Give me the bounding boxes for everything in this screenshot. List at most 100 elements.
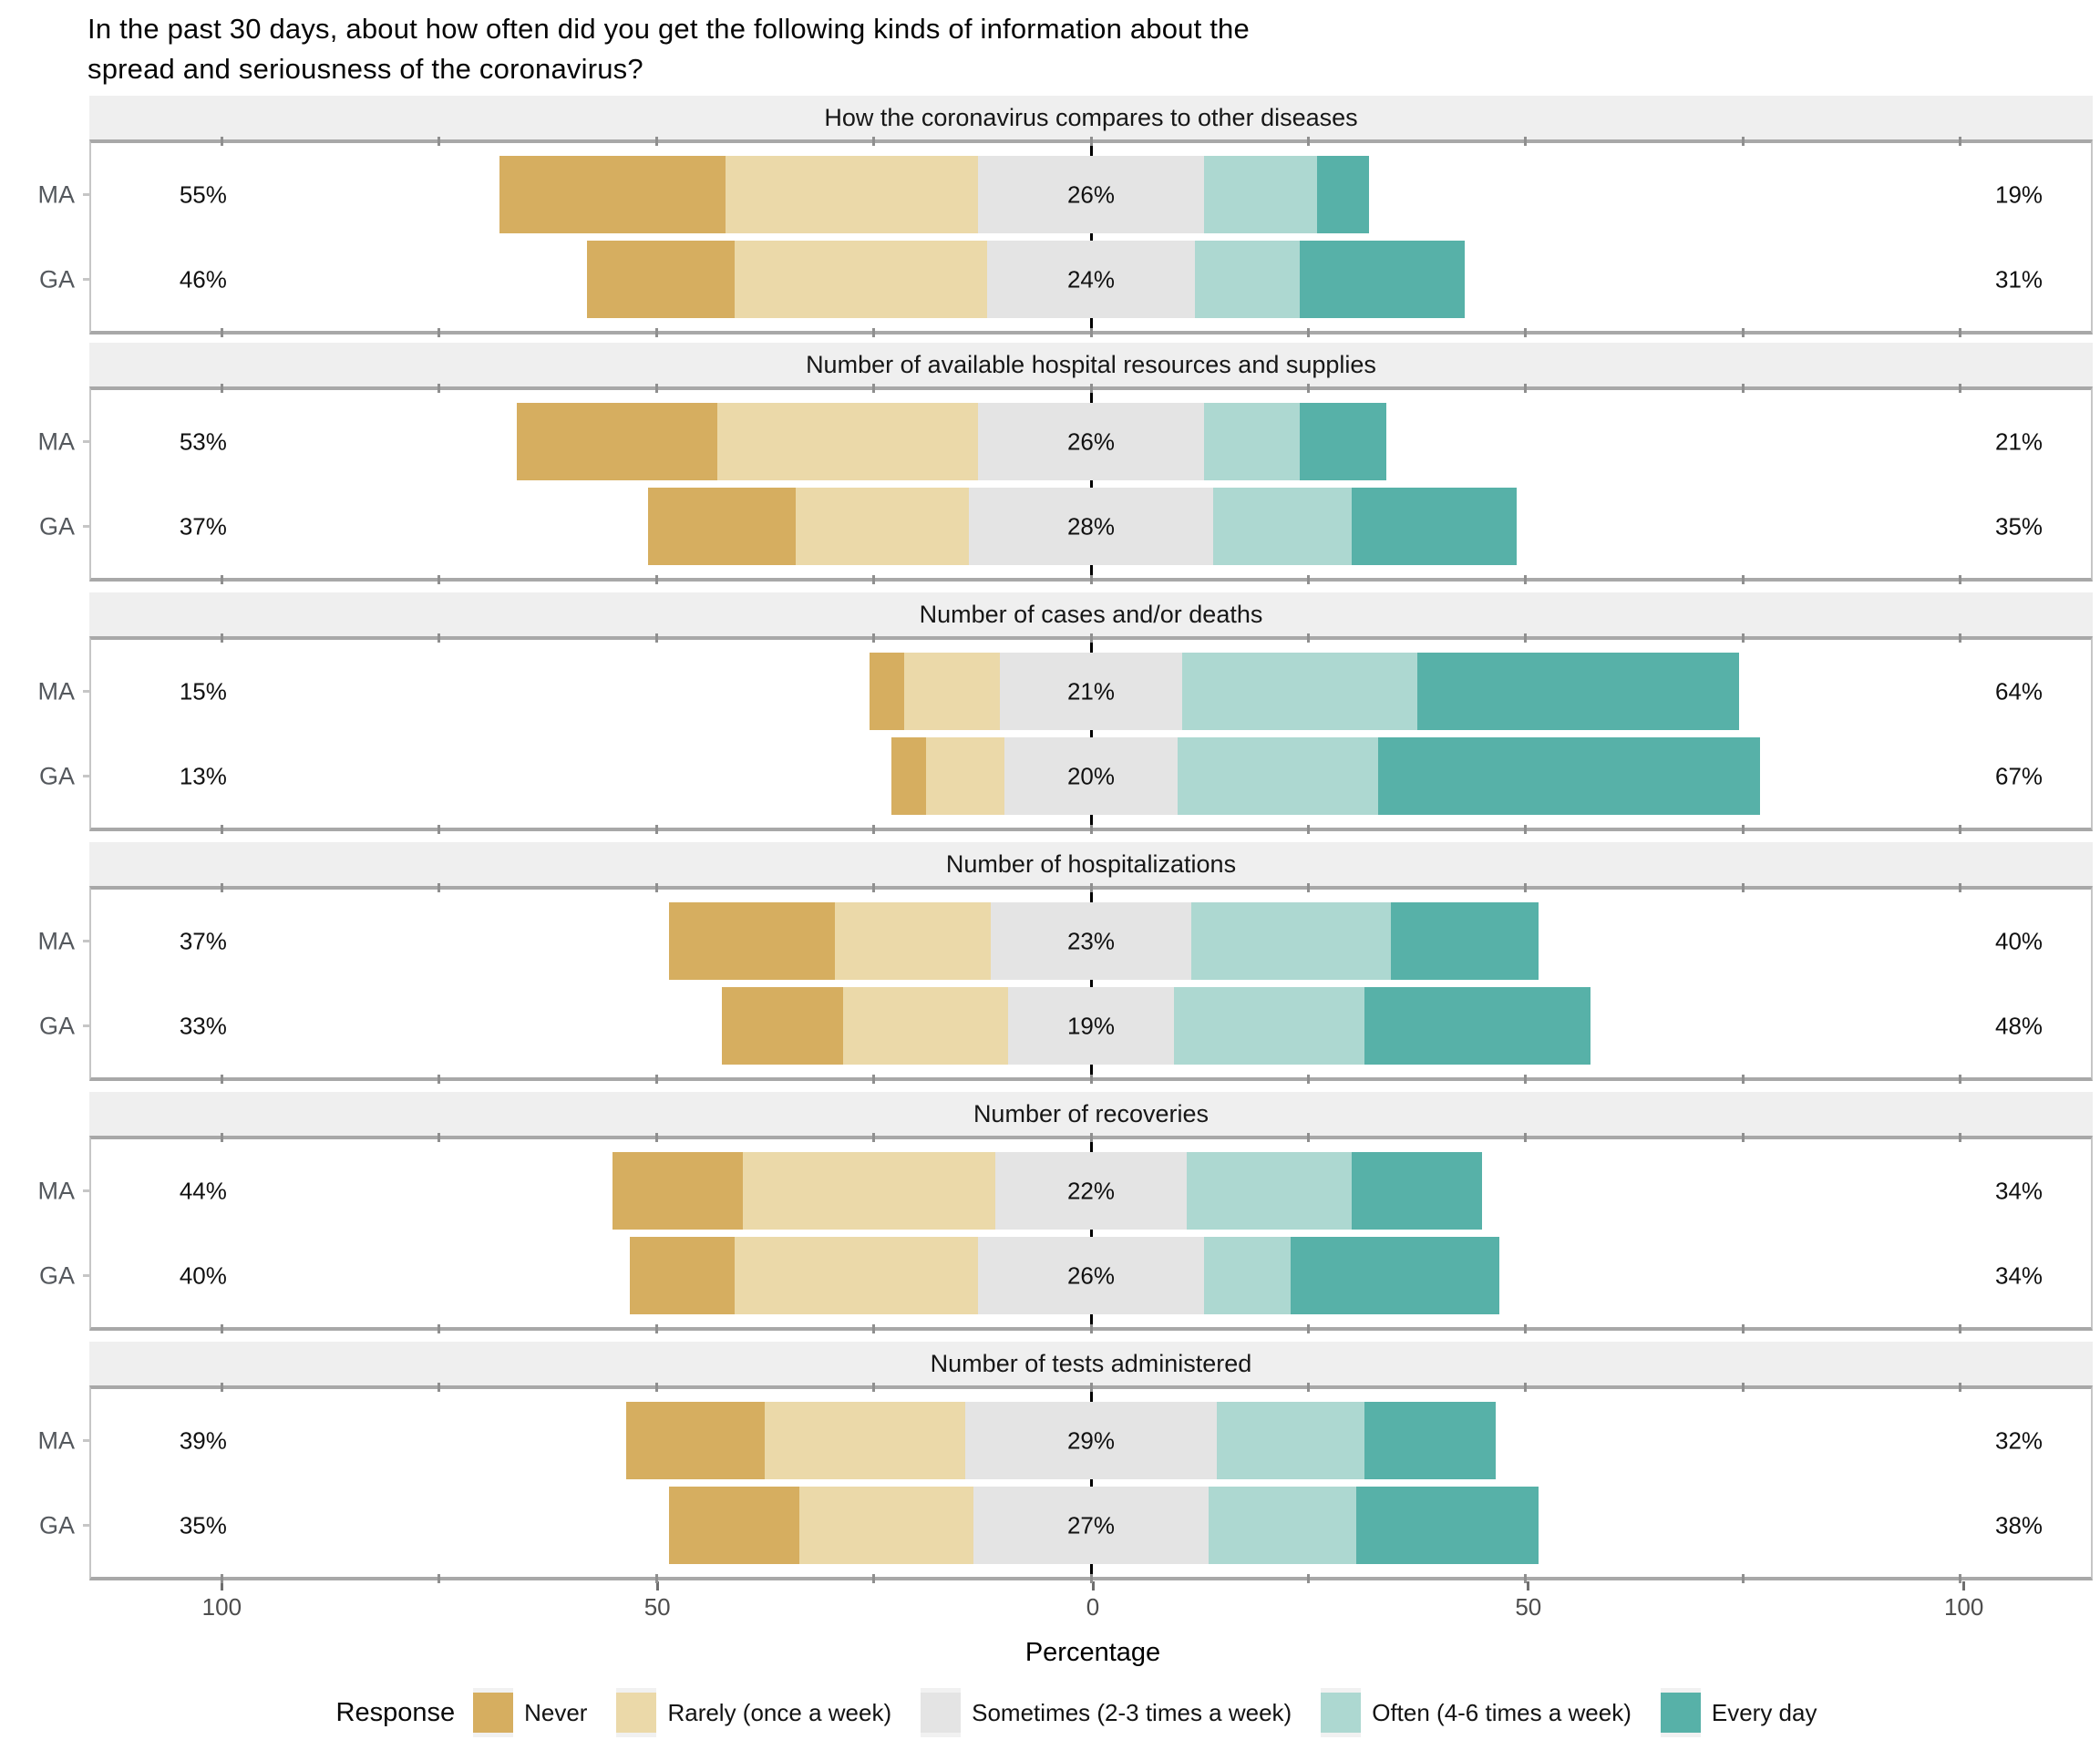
right-total-label: 21% <box>1994 427 2043 455</box>
panel-border-tick <box>220 575 223 584</box>
panel-border-tick <box>1741 575 1745 584</box>
sometimes-label: 23% <box>1066 927 1116 954</box>
panel-border-tick <box>220 384 223 393</box>
right-total-label: 19% <box>1994 180 2043 208</box>
panel-border-tick <box>1959 1324 1962 1333</box>
panel-border-tick <box>1959 1133 1962 1142</box>
panel-border-tick <box>220 137 223 146</box>
panel-border-tick <box>654 1574 658 1583</box>
panel-border-tick <box>1741 633 1745 643</box>
bar-segment-never <box>625 1402 766 1479</box>
bar-segment-often <box>1208 1487 1356 1564</box>
panel-border-tick <box>1089 825 1093 834</box>
row-label-ma: MA <box>37 180 76 208</box>
legend-swatch-never <box>473 1693 514 1733</box>
chart-title: In the past 30 days, about how often did… <box>88 9 1250 89</box>
panel-border-tick <box>1741 328 1745 337</box>
bar-segment-often <box>1182 653 1417 730</box>
panel-border-tick <box>1741 384 1745 393</box>
row-label-ma: MA <box>37 677 76 705</box>
facet-title: Number of available hospital resources a… <box>806 350 1376 378</box>
bar-segment-often <box>1203 156 1317 233</box>
facet-title: How the coronavirus compares to other di… <box>824 103 1358 131</box>
panel-border-tick <box>1741 1383 1745 1392</box>
zero-baseline <box>1089 1389 1093 1577</box>
sometimes-label: 27% <box>1066 1511 1116 1539</box>
left-total-label: 40% <box>179 1261 227 1289</box>
x-axis-tick <box>1962 1581 1966 1590</box>
x-axis-tick <box>1091 1581 1095 1590</box>
bar-ga <box>647 488 1518 565</box>
panel-border-tick <box>220 1324 223 1333</box>
bar-segment-rarely <box>799 1487 974 1564</box>
panel-border-tick <box>438 1574 441 1583</box>
sometimes-label: 21% <box>1066 677 1116 705</box>
y-axis-tick <box>83 690 91 693</box>
bar-ga <box>890 737 1761 815</box>
panel-border-tick <box>654 575 658 584</box>
bar-segment-often <box>1195 241 1300 318</box>
y-axis-tick <box>83 940 91 942</box>
panel-border-tick <box>654 1075 658 1084</box>
legend-key <box>1321 1688 1362 1737</box>
left-total-label: 37% <box>179 927 227 954</box>
y-axis-tick <box>83 193 91 196</box>
panel-border-tick <box>1524 633 1528 643</box>
bar-segment-everyday <box>1355 1487 1539 1564</box>
legend-item: Sometimes (2-3 times a week) <box>921 1688 1292 1737</box>
zero-baseline <box>1089 390 1093 578</box>
panel-border-tick <box>872 1075 876 1084</box>
panel-border-tick <box>1959 633 1962 643</box>
panel-border-tick <box>654 384 658 393</box>
facet-panel: How the coronavirus compares to other di… <box>38 96 2093 337</box>
bar-segment-often <box>1203 403 1300 480</box>
y-axis-tick <box>83 525 91 528</box>
panel-border-tick <box>1959 384 1962 393</box>
panel-border-tick <box>1306 825 1310 834</box>
y-axis-tick <box>83 1024 91 1027</box>
panel-border-tick <box>220 633 223 643</box>
sometimes-label: 26% <box>1066 1261 1116 1289</box>
row-label-ga: GA <box>38 1261 75 1289</box>
bar-segment-everyday <box>1299 403 1387 480</box>
x-axis-tick-label: 50 <box>1515 1593 1542 1621</box>
bar-segment-everyday <box>1316 156 1370 233</box>
left-total-label: 55% <box>179 180 227 208</box>
panel-border-tick <box>654 328 658 337</box>
panel-border-tick <box>1306 1574 1310 1583</box>
x-axis-tick-label: 100 <box>201 1593 242 1621</box>
bar-ma <box>625 1402 1496 1479</box>
panel-border-tick <box>1741 1075 1745 1084</box>
left-total-label: 44% <box>179 1177 227 1204</box>
panel-border-tick <box>872 883 876 892</box>
panel-border-tick <box>1959 137 1962 146</box>
bar-segment-everyday <box>1364 1402 1496 1479</box>
y-axis-tick <box>83 278 91 281</box>
panel-border-tick <box>438 633 441 643</box>
bar-segment-everyday <box>1352 488 1518 565</box>
panel-border-tick <box>220 825 223 834</box>
panel-border-tick <box>220 328 223 337</box>
bar-ma <box>869 653 1739 730</box>
left-total-label: 46% <box>179 265 227 293</box>
bar-segment-sometimes <box>969 488 1213 565</box>
bar-segment-often <box>1173 987 1365 1065</box>
panel-border-tick <box>654 1324 658 1333</box>
facet-panel: Number of tests administered MA 39% 29% 32% G… <box>38 1342 2093 1583</box>
facet-title: Number of recoveries <box>973 1099 1210 1127</box>
legend-key <box>921 1688 962 1737</box>
facet-strip: Number of recoveries <box>89 1092 2093 1136</box>
panel-border-tick <box>1089 1574 1093 1583</box>
bar-segment-never <box>669 902 835 980</box>
panel-border-tick <box>872 137 876 146</box>
right-total-label: 35% <box>1994 512 2043 540</box>
panel-border-tick <box>1959 825 1962 834</box>
bar-segment-rarely <box>925 737 1004 815</box>
bar-segment-rarely <box>716 403 978 480</box>
panel-border-tick <box>872 328 876 337</box>
panel-border-tick <box>1524 328 1528 337</box>
legend-item-label: Often (4-6 times a week) <box>1372 1698 1632 1726</box>
bar-segment-sometimes <box>986 241 1196 318</box>
legend-swatch-rarely <box>616 1693 657 1733</box>
